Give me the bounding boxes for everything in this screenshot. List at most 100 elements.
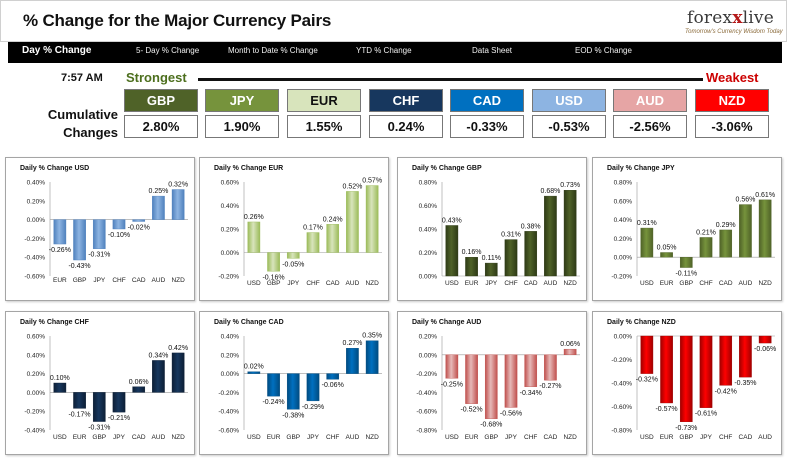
currency-value: 1.55% <box>287 115 361 138</box>
category-label-gbp: GBP <box>679 280 693 287</box>
category-label-nzd: NZD <box>171 277 185 284</box>
chart-svg: 0.60% 0.40% 0.20% 0.00% -0.20% 0.26% USD-0.16%… <box>200 158 390 302</box>
category-label-chf: CHF <box>504 280 517 287</box>
y-tick-label: 0.40% <box>221 334 240 341</box>
bar-aud <box>544 196 556 276</box>
category-label-chf: CHF <box>699 280 712 287</box>
bar-jpy <box>485 263 497 276</box>
nav-bar: Day % Change 5- Day % Change Month to Da… <box>8 42 782 63</box>
data-label-nzd: 0.61% <box>755 192 775 199</box>
data-label-gbp: -0.31% <box>88 425 110 432</box>
data-label-eur: 0.05% <box>657 245 677 252</box>
category-label-chf: CHF <box>306 280 319 287</box>
chart-svg: 0.00%-0.20%-0.40%-0.60%-0.80%-0.32%USD-0… <box>593 312 783 456</box>
y-tick-label: 0.20% <box>614 236 633 243</box>
strongest-label: Strongest <box>126 70 187 85</box>
y-tick-label: -0.40% <box>416 390 437 397</box>
nav-data-sheet[interactable]: Data Sheet <box>472 46 512 55</box>
category-label-nzd: NZD <box>365 434 379 441</box>
category-label-aud: AUD <box>758 434 772 441</box>
category-label-nzd: NZD <box>171 434 185 441</box>
y-tick-label: -0.40% <box>218 409 239 416</box>
data-label-gbp: -0.38% <box>282 412 304 419</box>
data-label-usd: 0.31% <box>637 220 657 227</box>
currency-value: -3.06% <box>695 115 769 138</box>
data-label-eur: 0.16% <box>462 249 482 256</box>
category-label-cad: CAD <box>544 434 558 441</box>
currency-value: 0.24% <box>369 115 443 138</box>
currency-code: EUR <box>287 89 361 112</box>
bar-chf <box>720 336 732 385</box>
bar-eur <box>660 336 672 403</box>
forexlive-logo[interactable]: forexxlive Tomorrow's Currency Wisdom To… <box>681 7 781 39</box>
category-label-usd: USD <box>640 280 654 287</box>
bar-jpy <box>93 220 105 249</box>
data-label-aud: -0.06% <box>754 346 776 353</box>
category-label-eur: EUR <box>53 277 67 284</box>
currency-box-aud: AUD -2.56% <box>613 89 687 138</box>
y-tick-label: 0.20% <box>27 371 46 378</box>
currency-value: -0.53% <box>532 115 606 138</box>
cumulative-label-line1: Cumulative <box>30 106 118 124</box>
category-label-usd: USD <box>445 280 459 287</box>
category-label-jpy: JPY <box>93 277 106 284</box>
nav-day-change[interactable]: Day % Change <box>22 45 91 56</box>
bar-usd <box>248 372 260 374</box>
title-bar: % Change for the Major Currency Pairs fo… <box>0 0 787 42</box>
y-tick-label: 0.20% <box>419 250 438 257</box>
data-label-chf: 0.31% <box>501 232 521 239</box>
bar-nzd <box>366 341 378 374</box>
nav-5day-change[interactable]: 5- Day % Change <box>136 46 199 55</box>
data-label-usd: -0.25% <box>441 381 463 388</box>
bar-gbp <box>680 336 692 422</box>
data-label-gbp: -0.11% <box>675 271 697 278</box>
nav-ytd-change[interactable]: YTD % Change <box>356 46 412 55</box>
bar-gbp <box>73 220 85 260</box>
y-tick-label: 0.40% <box>221 203 240 210</box>
bar-gbp <box>93 392 105 421</box>
y-tick-label: -0.60% <box>416 409 437 416</box>
category-label-gbp: GBP <box>73 277 87 284</box>
y-tick-label: 0.00% <box>27 217 46 224</box>
bar-chf <box>525 355 537 387</box>
y-tick-label: 0.60% <box>419 203 438 210</box>
bar-cad <box>525 231 537 276</box>
chart-svg: 0.60%0.40%0.20%0.00%-0.20%-0.40%0.10%USD… <box>6 312 196 456</box>
y-tick-label: 0.00% <box>419 274 438 281</box>
bar-chf <box>113 220 125 229</box>
nav-month-to-date-change[interactable]: Month to Date % Change <box>228 46 318 55</box>
data-label-aud: 0.27% <box>342 340 362 347</box>
chart-eur: Daily % Change EUR 0.60% 0.40% 0.20% 0.00% -… <box>199 157 389 301</box>
currency-box-gbp: GBP 2.80% <box>124 89 198 138</box>
y-tick-label: 0.40% <box>27 180 46 187</box>
currency-box-chf: CHF 0.24% <box>369 89 443 138</box>
category-label-cad: CAD <box>524 280 538 287</box>
y-tick-label: 0.60% <box>614 198 633 205</box>
category-label-aud: AUD <box>544 280 558 287</box>
bar-aud <box>152 360 164 392</box>
chart-gbp: Daily % Change GBP 0.80% 0.60% 0.40% 0.20% 0… <box>397 157 587 301</box>
bar-usd <box>248 222 260 253</box>
currency-value: 2.80% <box>124 115 198 138</box>
bar-eur <box>54 220 66 244</box>
y-tick-label: 0.40% <box>419 227 438 234</box>
data-label-usd: 0.10% <box>50 375 70 382</box>
logo-text-right: live <box>743 8 774 28</box>
nav-eod-change[interactable]: EOD % Change <box>575 46 632 55</box>
data-label-chf: -0.06% <box>322 382 344 389</box>
data-label-nzd: 0.42% <box>168 345 188 352</box>
y-tick-label: -0.20% <box>218 274 239 281</box>
category-label-eur: EUR <box>465 280 479 287</box>
bar-eur <box>465 355 477 404</box>
y-tick-label: 0.20% <box>221 352 240 359</box>
y-tick-label: -0.20% <box>218 390 239 397</box>
category-label-usd: USD <box>445 434 459 441</box>
cumulative-label-line2: Changes <box>30 124 118 142</box>
y-tick-label: -0.20% <box>24 409 45 416</box>
category-label-gbp: GBP <box>484 434 498 441</box>
data-label-jpy: 0.11% <box>482 255 501 262</box>
bar-gbp <box>680 257 692 267</box>
currency-code: CHF <box>369 89 443 112</box>
currency-value: -0.33% <box>450 115 524 138</box>
bar-jpy <box>700 336 712 408</box>
